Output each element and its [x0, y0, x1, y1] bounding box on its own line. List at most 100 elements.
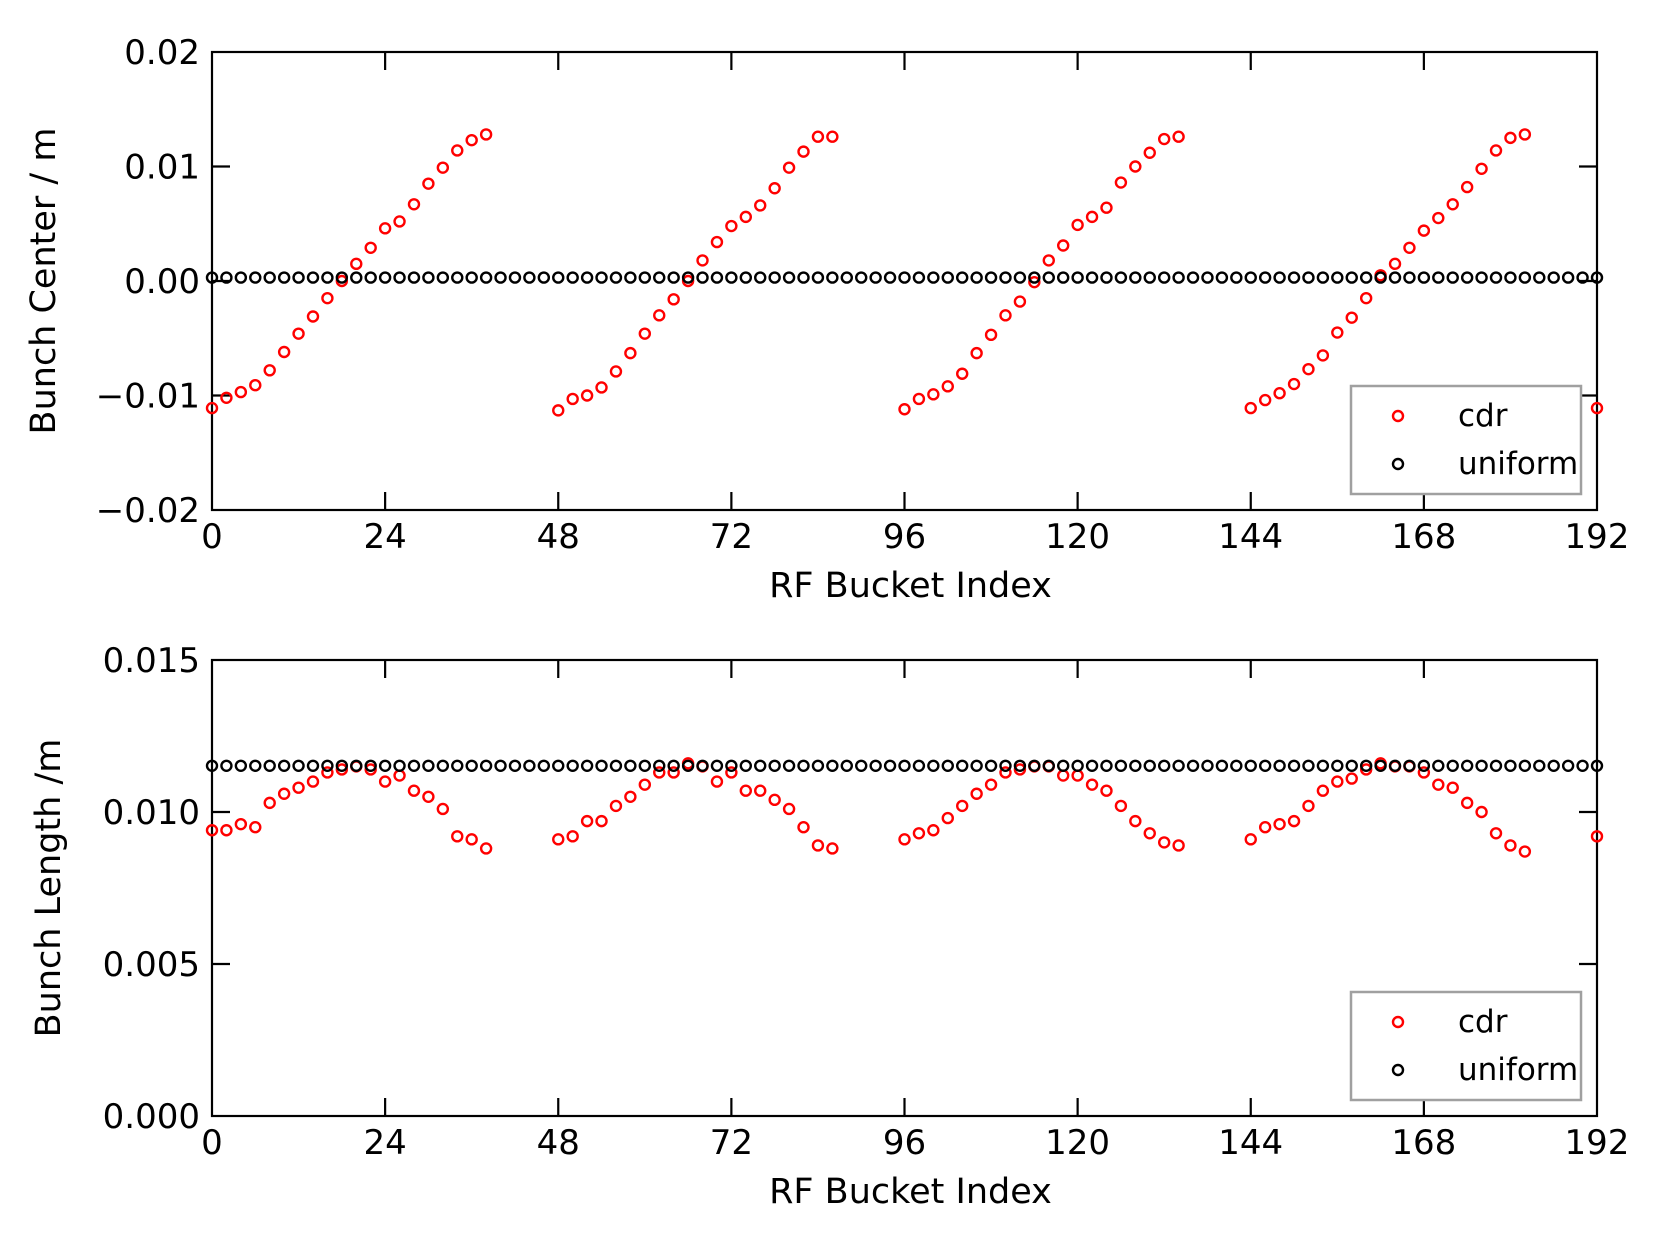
uniform-point [768, 759, 781, 772]
cdr-point [667, 293, 680, 306]
uniform-point [826, 271, 839, 284]
uniform-point [984, 759, 998, 772]
uniform-point [811, 759, 825, 772]
uniform-point [552, 271, 565, 284]
uniform-point [941, 759, 954, 772]
cdr-point [768, 793, 781, 807]
cdr-point [595, 381, 608, 394]
series-uniform [205, 271, 1604, 284]
uniform-point [1331, 759, 1344, 772]
x-axis-label: RF Bucket Index [769, 566, 1052, 606]
uniform-point [595, 271, 608, 284]
cdr-point [378, 222, 392, 235]
uniform-point [768, 271, 781, 284]
cdr-point [1071, 218, 1084, 232]
uniform-point [220, 759, 233, 772]
x-tick-label: 0 [201, 517, 223, 557]
uniform-point [292, 759, 305, 772]
uniform-point [970, 271, 983, 284]
uniform-point [883, 759, 897, 772]
cdr-point [1590, 830, 1604, 843]
cdr-point [1143, 146, 1156, 159]
uniform-point [306, 759, 320, 772]
uniform-point [609, 759, 623, 772]
uniform-point [306, 271, 320, 284]
uniform-point [508, 271, 522, 284]
legend-marker-cdr [1391, 409, 1405, 423]
uniform-point [667, 271, 680, 284]
cdr-point [754, 199, 767, 212]
uniform-point [494, 759, 507, 772]
uniform-point [1533, 271, 1546, 284]
uniform-point [1028, 759, 1041, 772]
uniform-point [566, 759, 579, 772]
cdr-point [1403, 241, 1416, 254]
uniform-point [1518, 271, 1532, 284]
cdr-point [710, 235, 724, 249]
uniform-point [638, 759, 652, 772]
legend: cdr uniform [1349, 990, 1583, 1102]
uniform-point [1085, 759, 1099, 772]
cdr-point [1489, 144, 1503, 157]
cdr-point [436, 802, 450, 816]
uniform-point [999, 271, 1012, 284]
series-cdr [205, 757, 1604, 858]
uniform-point [782, 271, 796, 284]
uniform-point [956, 271, 969, 284]
cdr-point [797, 821, 810, 834]
uniform-point [292, 271, 305, 284]
cdr-point [624, 346, 637, 360]
y-tick-label: 0.010 [103, 793, 200, 833]
uniform-point [1215, 759, 1229, 772]
cdr-point [1114, 799, 1128, 813]
cdr-point [638, 778, 652, 791]
uniform-point [494, 271, 507, 284]
x-tick-label: 0 [201, 1123, 223, 1163]
uniform-point [364, 759, 377, 772]
uniform-point [1287, 271, 1301, 284]
cdr-point [1157, 836, 1171, 849]
uniform-point [1287, 759, 1301, 772]
cdr-point [1432, 211, 1445, 225]
y-tick-label: −0.02 [96, 491, 200, 531]
cdr-point [465, 133, 478, 147]
cdr-point [754, 784, 767, 797]
uniform-point [941, 271, 954, 284]
uniform-point [725, 271, 738, 284]
cdr-point [1287, 814, 1301, 828]
uniform-point [1345, 271, 1358, 284]
cdr-point [725, 219, 738, 233]
cdr-point [1446, 198, 1459, 211]
uniform-point [1460, 271, 1474, 284]
x-tick-label: 168 [1391, 517, 1456, 557]
cdr-point [1172, 839, 1185, 852]
uniform-point [537, 271, 551, 284]
uniform-point [335, 759, 349, 772]
uniform-point [580, 271, 594, 284]
series-uniform [205, 759, 1604, 772]
x-tick-label: 192 [1565, 1123, 1630, 1163]
cdr-point [378, 775, 392, 788]
cdr-point [1056, 239, 1070, 252]
uniform-point [205, 271, 219, 284]
uniform-point [898, 759, 911, 772]
uniform-point [797, 271, 810, 284]
cdr-point [811, 130, 825, 143]
bunch-length-chart: 0 24 48 72 96 120 144 168 192 0.000 0.005 0.010 0.01… [29, 641, 1629, 1212]
uniform-point [840, 759, 853, 772]
cdr-point [263, 364, 276, 377]
legend-label-uniform: uniform [1458, 1052, 1578, 1088]
uniform-point [1071, 759, 1084, 772]
x-tick-label: 120 [1045, 517, 1110, 557]
uniform-point [1518, 759, 1532, 772]
uniform-point [739, 271, 753, 284]
y-axis-label: Bunch Center / m [24, 128, 64, 435]
uniform-point [1576, 759, 1589, 772]
uniform-point [1056, 759, 1070, 772]
uniform-point [1201, 271, 1214, 284]
uniform-point [1403, 271, 1416, 284]
cdr-point [1085, 778, 1099, 791]
cdr-point [1345, 311, 1358, 324]
cdr-point [1143, 827, 1156, 840]
